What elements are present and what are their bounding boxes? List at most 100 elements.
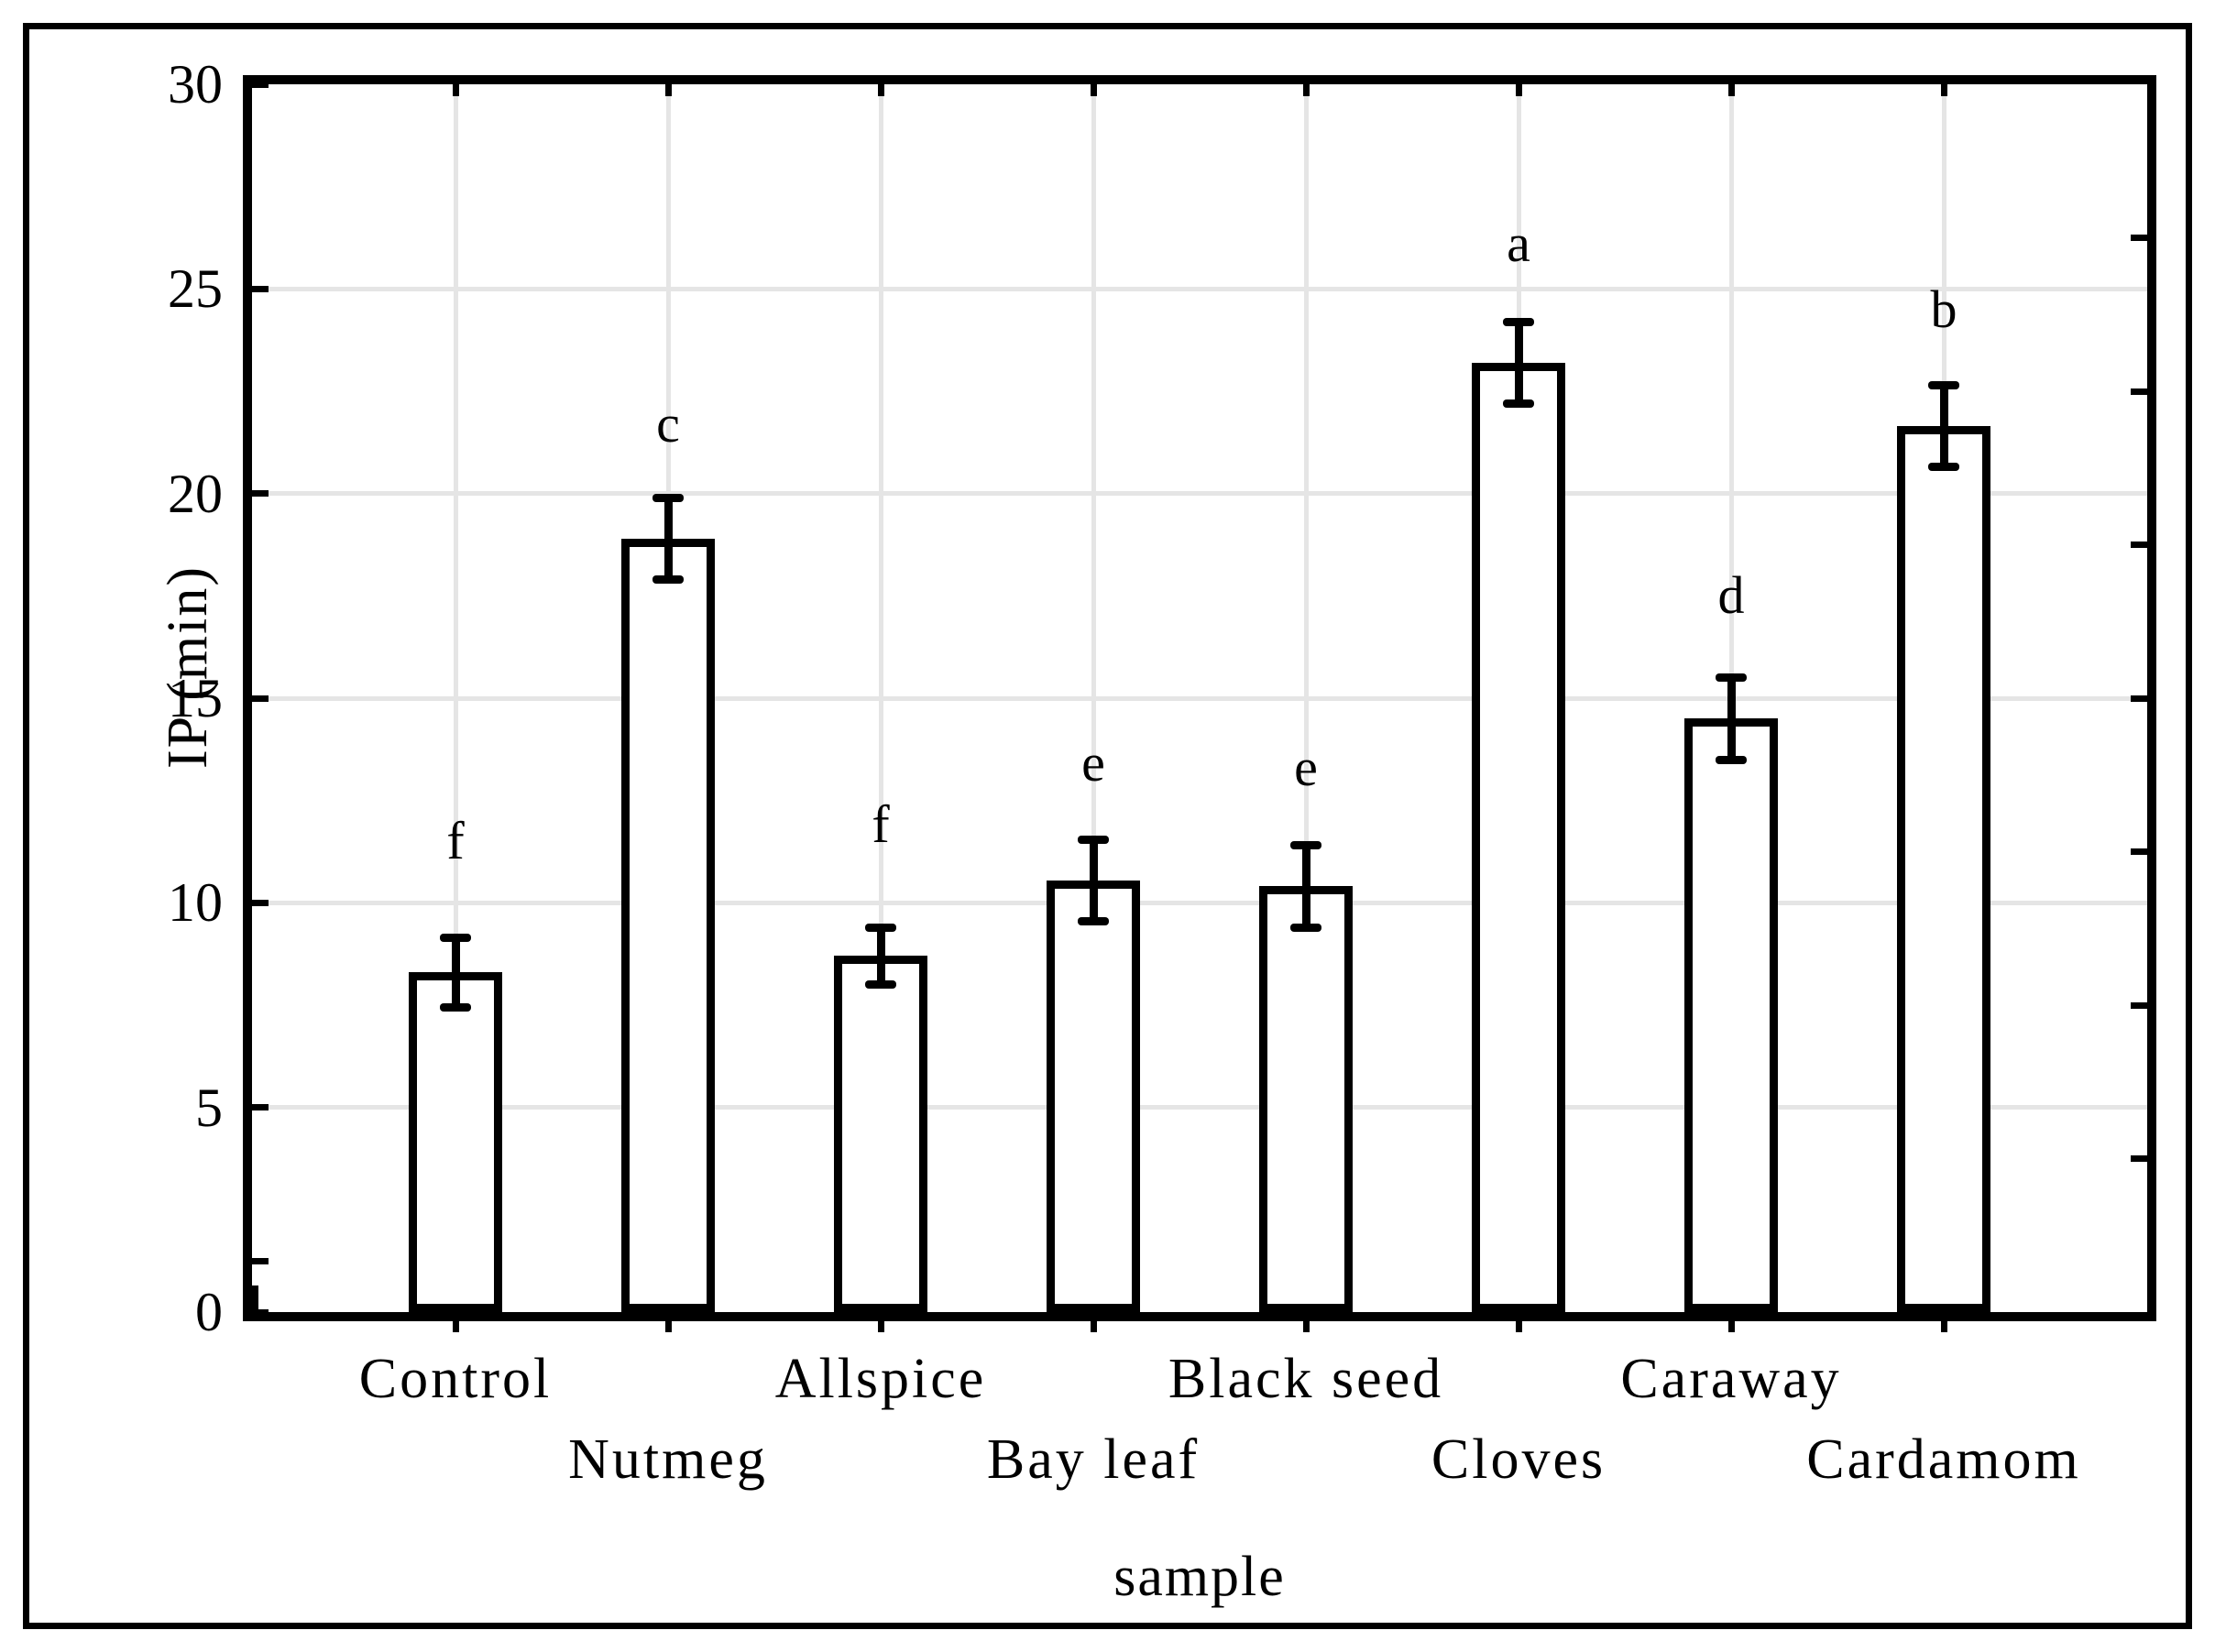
- error-bar-line: [1089, 839, 1098, 922]
- error-bar-cap-bottom: [1928, 463, 1959, 472]
- error-bar-cap-bottom: [1078, 916, 1109, 925]
- error-bar-line: [1514, 322, 1523, 404]
- v-gridline: [1303, 84, 1309, 1312]
- h-gridline: [252, 491, 2147, 497]
- significance-letter: e: [1081, 733, 1105, 793]
- right-axis-tick: [2131, 235, 2147, 241]
- error-bar-line: [876, 927, 885, 985]
- error-bar-cap-top: [1290, 841, 1321, 850]
- error-bar-cap-top: [652, 493, 684, 502]
- right-axis-tick: [2131, 848, 2147, 855]
- h-gridline: [252, 695, 2147, 701]
- x-axis-title: sample: [1113, 1546, 1286, 1608]
- figure-border: [23, 23, 2192, 1629]
- error-bar-cap-top: [1503, 317, 1534, 326]
- top-axis-tick: [1515, 84, 1522, 96]
- y-axis-major-tick: [252, 899, 269, 906]
- x-axis-tick: [1727, 1321, 1735, 1332]
- error-bar-cap-bottom: [1716, 755, 1747, 764]
- right-axis-tick: [2131, 542, 2147, 548]
- error-bar-cap-bottom: [1290, 923, 1321, 932]
- y-axis-major-tick: [252, 285, 269, 292]
- x-axis-tick: [1302, 1321, 1310, 1332]
- v-gridline: [1091, 84, 1096, 1312]
- x-axis-tick: [452, 1321, 459, 1332]
- error-bar-line: [1727, 677, 1736, 760]
- error-bar-cap-bottom: [865, 980, 896, 990]
- y-axis-left-spine: [243, 75, 252, 1321]
- x-axis-tick: [1940, 1321, 1947, 1332]
- x-axis-tick: [1090, 1321, 1097, 1332]
- x-axis-tick: [1515, 1321, 1522, 1332]
- error-bar-line: [451, 937, 460, 1008]
- y-axis-right-spine: [2147, 75, 2156, 1321]
- error-bar-cap-top: [1078, 835, 1109, 844]
- significance-letter: f: [446, 811, 465, 871]
- bar-caraway: [1684, 718, 1778, 1312]
- y-axis-major-tick: [252, 695, 269, 702]
- y-axis-major-tick: [252, 490, 269, 498]
- top-axis-tick: [1302, 84, 1310, 96]
- h-gridline: [252, 900, 2147, 905]
- y-axis-tick-label: 30: [168, 54, 223, 115]
- origin-marker: [244, 1285, 258, 1312]
- y-axis-tick-label: 5: [195, 1077, 223, 1138]
- x-axis-category-label: Cloves: [1431, 1428, 1606, 1491]
- significance-letter: d: [1717, 565, 1745, 626]
- v-gridline: [878, 84, 883, 1312]
- y-axis-major-tick: [252, 1104, 269, 1111]
- top-axis-tick: [877, 84, 884, 96]
- right-axis-tick: [2131, 695, 2147, 702]
- error-bar-cap-top: [865, 923, 896, 932]
- error-bar-cap-bottom: [1503, 399, 1534, 408]
- error-bar-cap-bottom: [652, 574, 684, 584]
- x-axis-category-label: Nutmeg: [568, 1428, 768, 1491]
- x-axis-category-label: Black seed: [1168, 1348, 1444, 1410]
- bar-black-seed: [1259, 886, 1353, 1312]
- x-axis-category-label: Cardamom: [1806, 1428, 2081, 1491]
- x-axis-category-label: Control: [358, 1348, 553, 1410]
- y-axis-tick-label: 20: [168, 463, 223, 524]
- y-axis-major-tick: [252, 81, 269, 88]
- top-axis-tick: [1727, 84, 1735, 96]
- top-axis-tick: [664, 84, 672, 96]
- x-axis-tick: [664, 1321, 672, 1332]
- y-axis-tick-label: 25: [168, 258, 223, 320]
- top-axis-tick: [1940, 84, 1947, 96]
- error-bar-cap-top: [440, 933, 471, 942]
- x-axis-category-label: Allspice: [774, 1348, 987, 1410]
- y-axis-major-tick: [252, 1308, 269, 1316]
- bar-cloves: [1472, 362, 1565, 1312]
- x-axis-category-label: Caraway: [1620, 1348, 1842, 1410]
- bar-nutmeg: [621, 538, 715, 1312]
- x-axis-bottom-spine: [243, 1312, 2156, 1321]
- y-axis-minor-tick: [252, 1257, 269, 1264]
- error-bar-cap-bottom: [440, 1002, 471, 1012]
- y-axis-tick-label: 15: [168, 668, 223, 728]
- x-axis-category-label: Bay leaf: [986, 1428, 1201, 1491]
- h-gridline: [252, 1105, 2147, 1110]
- bar-bay-leaf: [1047, 880, 1140, 1312]
- error-bar-line: [1301, 845, 1310, 928]
- error-bar-line: [663, 498, 673, 580]
- right-axis-tick: [2131, 1155, 2147, 1162]
- significance-letter: e: [1294, 737, 1318, 797]
- h-gridline: [252, 286, 2147, 291]
- right-axis-tick: [2131, 388, 2147, 395]
- bar-cardamom: [1897, 425, 1990, 1312]
- v-gridline: [453, 84, 458, 1312]
- top-axis-tick: [452, 84, 459, 96]
- significance-letter: a: [1507, 213, 1530, 274]
- y-axis-tick-label: 0: [195, 1282, 223, 1342]
- top-spine: [243, 75, 2156, 84]
- error-bar-cap-top: [1928, 380, 1959, 389]
- bar-allspice: [834, 956, 927, 1312]
- significance-letter: f: [872, 794, 890, 855]
- x-axis-tick: [877, 1321, 884, 1332]
- error-bar-cap-top: [1716, 673, 1747, 683]
- right-axis-tick: [2131, 1001, 2147, 1009]
- significance-letter: b: [1930, 279, 1957, 339]
- bar-control: [409, 972, 502, 1312]
